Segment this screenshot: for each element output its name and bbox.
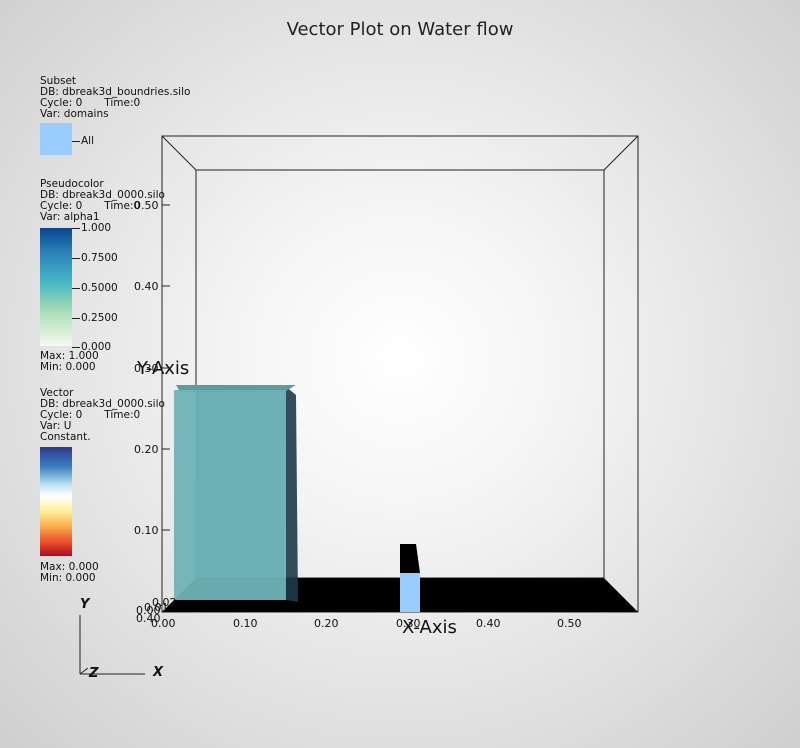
pseudocolor-min: Min: 0.000 <box>40 361 96 373</box>
vector-cycle: Cycle: 0 <box>40 409 83 421</box>
y-bottom-tick-label: 0.40 <box>136 612 161 625</box>
water-column-side <box>284 385 298 602</box>
y-tick-label: 0.20 <box>134 443 159 456</box>
vector-legend: Vector DB: dbreak3d_0000.silo Cycle: 0 Ti… <box>40 388 165 443</box>
pseudocolor-cycle: Cycle: 0 <box>40 200 83 212</box>
y-tick-label: 0.50 <box>134 199 159 212</box>
vector-legend-db: DB: dbreak3d_0000.silo <box>40 398 165 410</box>
x-tick-label: 0.20 <box>314 617 339 630</box>
pseudocolor-legend-header: Pseudocolor <box>40 178 104 190</box>
triad-y-label: Y <box>80 597 91 612</box>
axis-triad: Y X Z <box>79 597 164 681</box>
vector-max: Max: 0.000 <box>40 561 99 573</box>
vector-legend-header: Vector <box>40 387 74 399</box>
pseudocolor-range: Max: 1.000 Min: 0.000 <box>40 351 99 373</box>
pseudocolor-legend-db: DB: dbreak3d_0000.silo <box>40 189 165 201</box>
x-tick-label: 0.00 <box>151 617 176 630</box>
y-tick-label: 0.30 <box>134 362 159 375</box>
vector-legend-cycle-time: Cycle: 0 Time:0 <box>40 410 165 421</box>
y-tick-label: 0.40 <box>134 280 159 293</box>
pseudocolor-tick: 1.000 <box>72 222 111 234</box>
pseudocolor-time: Time:0 <box>104 200 141 212</box>
water-column-inner <box>196 390 284 578</box>
subset-legend-db: DB: dbreak3d_boundries.silo <box>40 86 191 98</box>
obstacle-face <box>400 573 420 612</box>
obstacle-top <box>400 544 420 573</box>
vector-time: Time:0 <box>104 409 141 421</box>
triad-x-label: X <box>152 665 164 680</box>
subset-legend-header: Subset <box>40 75 77 87</box>
triad-z-label: Z <box>88 666 99 681</box>
x-tick-label: 0.10 <box>233 617 258 630</box>
x-tick-label: 0.40 <box>476 617 501 630</box>
vector-range: Max: 0.000 Min: 0.000 <box>40 562 99 584</box>
y-bottom-tick-label: 0.01 <box>144 601 169 614</box>
vector-colorbar <box>40 447 72 556</box>
pseudocolor-colorbar <box>40 228 72 346</box>
pseudocolor-legend-var: Var: alpha1 <box>40 211 100 223</box>
x-tick-label: 0.50 <box>557 617 582 630</box>
vector-min: Min: 0.000 <box>40 572 96 584</box>
y-axis-title: Y-Axis <box>136 358 189 379</box>
x-tick-label: 0.30 <box>396 617 421 630</box>
pseudocolor-legend-cycle-time: Cycle: 0 Time:0 <box>40 201 165 212</box>
pseudocolor-legend: Pseudocolor DB: dbreak3d_0000.silo Cycle… <box>40 179 165 223</box>
x-axis-title: X-Axis <box>402 617 457 638</box>
subset-time: Time:0 <box>104 97 141 109</box>
y-bottom-tick-label: 0.00 <box>136 604 161 617</box>
pseudocolor-tick: 0.2500 <box>72 312 118 324</box>
y-tick-label: 0.10 <box>134 524 159 537</box>
vector-legend-var: Var: U <box>40 420 72 432</box>
subset-color-swatch <box>40 123 72 155</box>
pseudocolor-tick: 0.5000 <box>72 282 118 294</box>
pseudocolor-max: Max: 1.000 <box>40 350 99 362</box>
subset-legend: Subset DB: dbreak3d_boundries.silo Cycle… <box>40 76 190 120</box>
subset-legend-var: Var: domains <box>40 108 109 120</box>
x-axis: 0.00 0.10 0.20 0.30 0.40 0.50 X-Axis <box>151 617 582 638</box>
subset-cycle: Cycle: 0 <box>40 97 83 109</box>
y-axis: 0.10 0.20 0.30 0.40 0.50 Y-Axis 0.00 0.0… <box>134 199 189 625</box>
plot-title: Vector Plot on Water flow <box>286 19 514 40</box>
subset-legend-cycle-time: Cycle: 0 Time:0 <box>40 98 190 109</box>
pseudocolor-tick: 0.000 <box>72 341 111 353</box>
pseudocolor-tick: 0.7500 <box>72 252 118 264</box>
subset-item-label: All <box>72 135 94 147</box>
vector-legend-constant: Constant. <box>40 431 91 443</box>
y-bottom-tick-label: 0.02 <box>152 596 177 609</box>
